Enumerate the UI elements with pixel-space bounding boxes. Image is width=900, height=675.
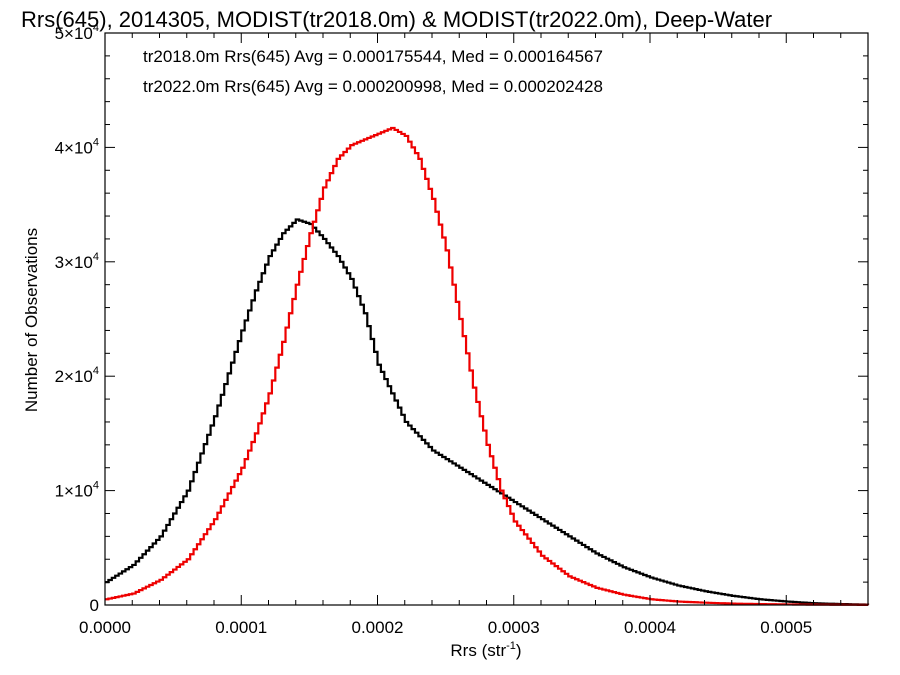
x-tick-label: 0.0005 <box>760 618 812 637</box>
x-tick-label: 0.0000 <box>79 618 131 637</box>
x-axis-label: Rrs (str-1) <box>450 640 521 660</box>
y-tick-label: 2×104 <box>55 365 99 386</box>
x-tick-label: 0.0003 <box>488 618 540 637</box>
y-tick-label: 5×104 <box>55 22 99 43</box>
x-tick-label: 0.0002 <box>352 618 404 637</box>
series-line-1 <box>105 126 870 606</box>
x-tick-label: 0.0001 <box>215 618 267 637</box>
y-axis-label: Number of Observations <box>22 228 41 412</box>
y-tick-label: 0 <box>90 596 99 615</box>
annotation-tr2018: tr2018.0m Rrs(645) Avg = 0.000175544, Me… <box>143 47 603 66</box>
y-tick-label: 1×104 <box>55 480 99 501</box>
series-line-0 <box>105 218 870 606</box>
chart-title: Rrs(645), 2014305, MODIST(tr2018.0m) & M… <box>21 7 772 32</box>
x-tick-label: 0.0004 <box>624 618 676 637</box>
annotation-tr2022: tr2022.0m Rrs(645) Avg = 0.000200998, Me… <box>143 77 603 96</box>
axes-layer: 0.0000 0.0001 0.0002 0.0003 0.0004 0.0005 0 1×1… <box>55 22 869 637</box>
y-tick-label: 4×104 <box>55 136 99 157</box>
y-tick-label: 3×104 <box>55 251 99 272</box>
series-layer <box>105 126 870 606</box>
